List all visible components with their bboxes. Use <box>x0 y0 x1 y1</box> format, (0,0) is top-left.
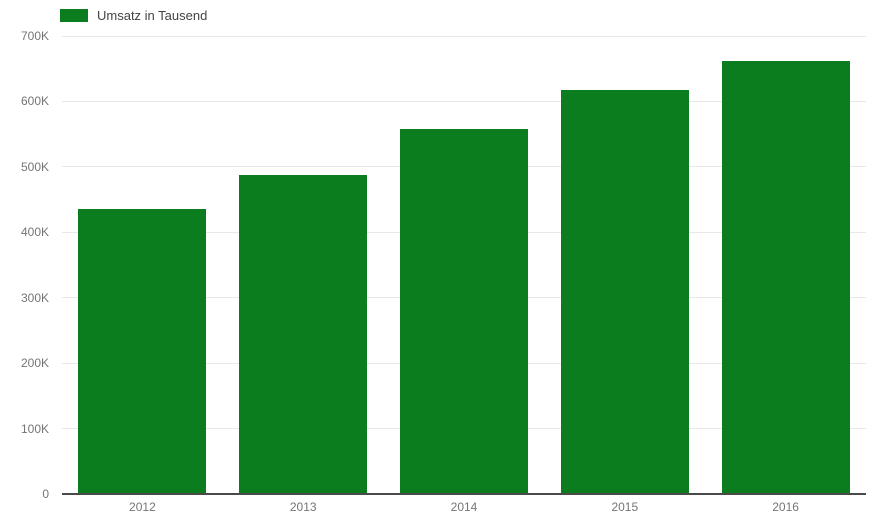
bar-2016[interactable] <box>721 60 850 494</box>
legend: Umsatz in Tausend <box>60 7 207 23</box>
x-axis-tick-label: 2015 <box>611 500 639 514</box>
x-axis-tick-label: 2014 <box>450 500 478 514</box>
y-axis-tick-label: 600K <box>20 94 49 109</box>
y-axis-tick-label: 500K <box>20 159 49 174</box>
y-axis-tick-label: 400K <box>20 225 49 240</box>
legend-label: Umsatz in Tausend <box>97 7 208 23</box>
bar-2012[interactable] <box>78 208 207 494</box>
y-axis-tick-label: 700K <box>20 29 49 43</box>
y-axis-tick-label: 100K <box>20 421 49 436</box>
y-axis-tick-label: 0 <box>42 487 49 501</box>
x-axis-tick-label: 2013 <box>289 500 317 514</box>
x-axis-baseline <box>62 493 866 495</box>
bar-2014[interactable] <box>400 128 528 494</box>
gridline <box>62 35 866 37</box>
x-axis-tick-label: 2016 <box>772 500 799 514</box>
x-axis-tick-label: 2012 <box>129 500 156 514</box>
bar-2013[interactable] <box>239 174 368 494</box>
bar-2015[interactable] <box>560 89 689 494</box>
gridline <box>62 100 866 102</box>
y-axis-tick-label: 300K <box>20 290 49 305</box>
legend-swatch <box>60 8 88 22</box>
y-axis-tick-label: 200K <box>20 356 49 371</box>
plot-area: 0 100K 200K 300K 400K 500K 600K 700K 2012 2013 201… <box>21 29 866 514</box>
